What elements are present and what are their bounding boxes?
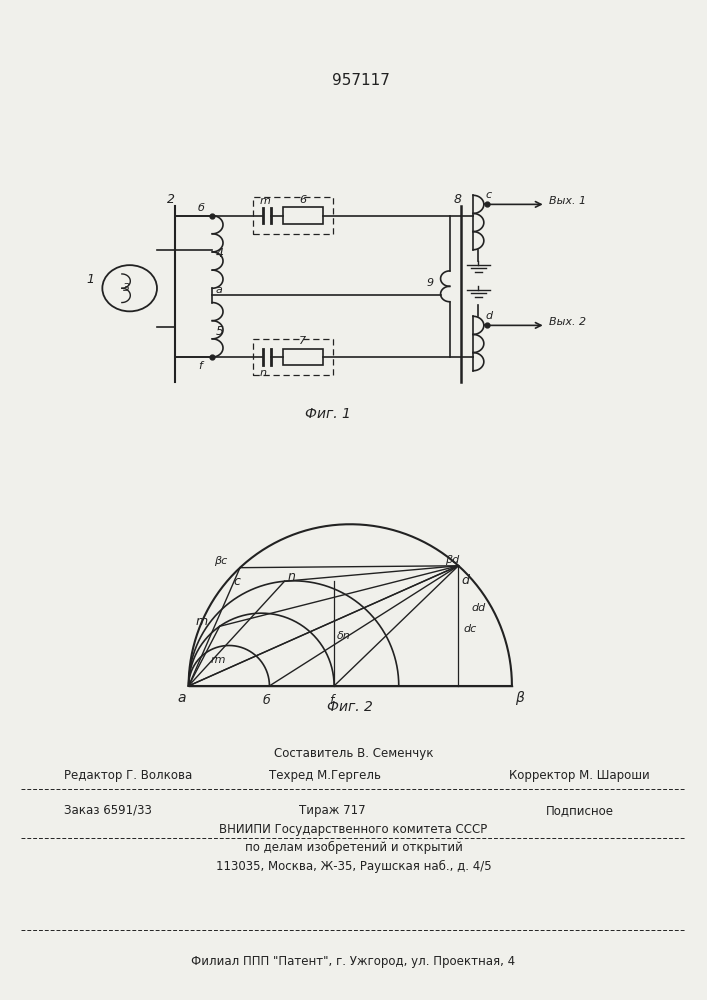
Text: по делам изобретений и открытий: по делам изобретений и открытий: [245, 841, 462, 854]
Bar: [283, 349, 323, 365]
Text: f: f: [198, 361, 201, 371]
Text: Вых. 1: Вых. 1: [549, 196, 586, 206]
Text: 5: 5: [216, 325, 223, 338]
Text: Подписное: Подписное: [546, 804, 614, 817]
Text: Тираж 717: Тираж 717: [299, 804, 366, 817]
Text: Фиг. 2: Фиг. 2: [327, 700, 373, 714]
Text: n: n: [259, 368, 267, 378]
Text: δn: δn: [337, 631, 351, 641]
Text: a: a: [177, 691, 186, 705]
Text: 113035, Москва, Ж-35, Раушская наб., д. 4/5: 113035, Москва, Ж-35, Раушская наб., д. …: [216, 860, 491, 873]
Text: m: m: [259, 196, 271, 206]
Text: Заказ 6591/33: Заказ 6591/33: [64, 804, 151, 817]
Text: Составитель В. Семенчук: Составитель В. Семенчук: [274, 747, 433, 760]
Text: m: m: [195, 615, 208, 628]
Text: Филиал ППП "Патент", г. Ужгород, ул. Проектная, 4: Филиал ППП "Патент", г. Ужгород, ул. Про…: [192, 955, 515, 968]
Text: β: β: [515, 691, 524, 705]
Text: 6: 6: [300, 195, 307, 205]
Bar: [283, 207, 323, 224]
Text: Фиг. 1: Фиг. 1: [305, 406, 351, 420]
Text: c: c: [486, 190, 492, 200]
Text: Вых. 2: Вых. 2: [549, 317, 586, 327]
Text: βc: βc: [214, 556, 228, 566]
Text: 8: 8: [454, 193, 462, 206]
Text: б: б: [263, 694, 271, 707]
Text: a: a: [216, 285, 223, 295]
Text: 4: 4: [216, 247, 223, 260]
Bar: [253, 198, 332, 234]
Text: б: б: [198, 203, 205, 213]
Text: Редактор Г. Волкова: Редактор Г. Волкова: [64, 769, 192, 782]
Text: ВНИИПИ Государственного комитета СССР: ВНИИПИ Государственного комитета СССР: [219, 823, 488, 836]
Text: f: f: [329, 694, 334, 707]
Text: d: d: [462, 574, 469, 587]
Text: 9: 9: [427, 278, 434, 288]
Text: dd: dd: [472, 603, 486, 613]
Text: βd: βd: [445, 555, 460, 565]
Text: 957117: 957117: [332, 73, 390, 88]
Text: 3: 3: [123, 283, 130, 293]
Text: 2: 2: [168, 193, 175, 206]
Text: rm: rm: [211, 655, 226, 665]
Text: 7: 7: [300, 336, 307, 346]
Text: n: n: [288, 570, 296, 583]
Text: c: c: [233, 575, 240, 588]
Bar: [253, 339, 332, 375]
Text: dc: dc: [463, 624, 477, 634]
Text: 1: 1: [86, 273, 94, 286]
Text: Корректор М. Шароши: Корректор М. Шароши: [509, 769, 650, 782]
Text: Техред М.Гергель: Техред М.Гергель: [269, 769, 381, 782]
Text: d: d: [486, 311, 493, 321]
